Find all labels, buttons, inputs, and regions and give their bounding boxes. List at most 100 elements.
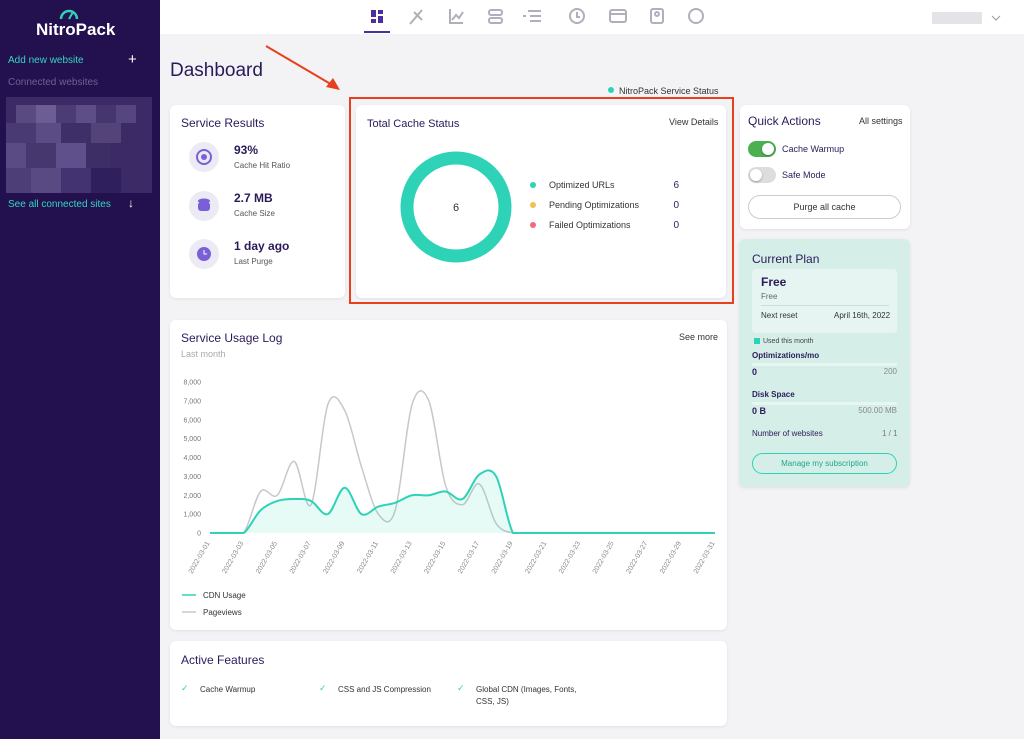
card-title: Current Plan bbox=[752, 252, 820, 266]
y-tick-label: 8,000 bbox=[183, 380, 201, 387]
y-tick-label: 7,000 bbox=[183, 398, 201, 405]
legend-value: 0 bbox=[673, 220, 679, 231]
legend-swatch bbox=[754, 338, 760, 344]
x-tick-label: 2022-03-11 bbox=[356, 540, 380, 574]
plan-sub: Free bbox=[761, 292, 778, 301]
legend-value: 6 bbox=[673, 180, 679, 191]
toggle[interactable] bbox=[748, 167, 776, 183]
x-tick-label: 2022-03-23 bbox=[558, 540, 582, 575]
x-tick-label: 2022-03-13 bbox=[390, 540, 414, 575]
toggle-label: Safe Mode bbox=[782, 170, 826, 180]
usage-log-card: Service Usage Log Last month See more 0 1… bbox=[170, 320, 727, 630]
connected-label: Connected websites bbox=[8, 77, 99, 88]
see-more[interactable]: See more bbox=[679, 332, 719, 342]
sidebar: NitroPack Add new website + Connected we… bbox=[0, 0, 160, 739]
legend-dot bbox=[530, 222, 536, 228]
x-tick-label: 2022-03-17 bbox=[457, 540, 481, 575]
nav-active-underline bbox=[364, 31, 390, 33]
donut-segment bbox=[400, 151, 512, 263]
x-tick-label: 2022-03-01 bbox=[188, 540, 212, 575]
result-value: 93% bbox=[234, 143, 259, 157]
nav-icons bbox=[364, 8, 1001, 33]
line-chart: 0 1,000 2,000 3,000 4,000 5,000 6,000 7,000 8,00… bbox=[182, 380, 717, 617]
result-value: 2.7 MB bbox=[234, 191, 273, 205]
view-details[interactable]: View Details bbox=[669, 117, 719, 127]
next-reset-label: Next reset bbox=[761, 311, 798, 320]
cache-status-card: Total Cache Status View Details Optimize… bbox=[356, 105, 726, 298]
status-dot bbox=[608, 87, 614, 93]
x-tick-label: 2022-03-09 bbox=[322, 540, 346, 575]
usage-track bbox=[752, 402, 897, 405]
legend-dot bbox=[530, 202, 536, 208]
usage-limit: 200 bbox=[883, 367, 897, 376]
blurred-user[interactable] bbox=[932, 12, 982, 24]
current-plan-card: Current Plan Free Free Next reset April … bbox=[739, 239, 910, 487]
page-title: Dashboard bbox=[170, 60, 263, 81]
card-title: Service Usage Log bbox=[181, 331, 283, 345]
blurred-sites bbox=[6, 97, 152, 193]
donut-chart: Optimized URLs 6 Pending Optimizations 0 Fai… bbox=[400, 151, 679, 263]
series-line bbox=[210, 469, 715, 534]
usage-limit: 500.00 MB bbox=[858, 406, 897, 415]
plan-name: Free bbox=[761, 275, 787, 289]
user-caret[interactable] bbox=[991, 15, 1001, 21]
purge-button[interactable]: Purge all cache bbox=[748, 195, 901, 219]
legend-label: Pending Optimizations bbox=[549, 200, 640, 210]
top-nav bbox=[160, 0, 1024, 34]
next-reset: April 16th, 2022 bbox=[834, 311, 891, 320]
x-tick-label: 2022-03-29 bbox=[659, 540, 683, 575]
usage-label: Optimizations/mo bbox=[752, 351, 820, 360]
legend-label: Failed Optimizations bbox=[549, 220, 631, 230]
x-tick-label: 2022-03-25 bbox=[592, 540, 616, 575]
card-title: Service Results bbox=[181, 116, 265, 130]
x-tick-label: 2022-03-19 bbox=[491, 540, 515, 575]
plan-box: Free Free Next reset April 16th, 2022 bbox=[752, 269, 897, 333]
result-label: Cache Size bbox=[234, 209, 275, 218]
card-title: Total Cache Status bbox=[367, 118, 460, 130]
logo[interactable]: NitroPack bbox=[36, 20, 116, 39]
toggle[interactable] bbox=[748, 141, 776, 157]
add-icon[interactable]: + bbox=[128, 51, 137, 68]
result-label: Last Purge bbox=[234, 257, 273, 266]
x-tick-label: 2022-03-03 bbox=[221, 540, 245, 575]
check-icon: ✓ bbox=[319, 683, 327, 693]
x-tick-label: 2022-03-15 bbox=[423, 540, 447, 575]
check-icon: ✓ bbox=[457, 683, 465, 693]
service-status[interactable]: NitroPack Service Status bbox=[619, 86, 719, 96]
down-arrow: ↓ bbox=[128, 196, 134, 210]
websites-label: Number of websites bbox=[752, 429, 823, 438]
legend-dot bbox=[530, 182, 536, 188]
add-website[interactable]: Add new website bbox=[8, 55, 84, 66]
websites-count: 1 / 1 bbox=[882, 429, 898, 438]
x-tick-label: 2022-03-21 bbox=[524, 540, 548, 575]
active-features-card: Active Features ✓ Cache Warmup ✓ CSS and JS… bbox=[170, 641, 727, 726]
feature-label: Global CDN (Images, Fonts, CSS, JS) bbox=[476, 685, 577, 706]
quick-actions-card: Quick Actions All settings Purge all cac… bbox=[740, 105, 910, 229]
service-results-card: Service Results 93% Cache Hit Ratio 2.7 MB… bbox=[170, 105, 345, 298]
result-label: Cache Hit Ratio bbox=[234, 161, 291, 170]
manage-subscription[interactable]: Manage my subscription bbox=[752, 453, 897, 474]
x-tick-label: 2022-03-31 bbox=[693, 540, 717, 575]
usage-label: Disk Space bbox=[752, 390, 795, 399]
toggle-label: Cache Warmup bbox=[782, 144, 845, 154]
legend-label: Used this month bbox=[763, 338, 814, 345]
usage-track bbox=[752, 363, 897, 366]
usage-used: 0 bbox=[752, 367, 758, 377]
y-tick-label: 2,000 bbox=[183, 493, 201, 500]
divider bbox=[761, 305, 889, 306]
nav-dashboard[interactable] bbox=[371, 10, 383, 23]
usage-used: 0 B bbox=[752, 406, 767, 416]
annotation-arrow bbox=[265, 45, 340, 90]
x-tick-label: 2022-03-05 bbox=[255, 540, 279, 575]
y-tick-label: 1,000 bbox=[183, 512, 201, 519]
donut-total: 6 bbox=[453, 202, 459, 214]
y-tick-label: 4,000 bbox=[183, 455, 201, 462]
result-icons bbox=[189, 142, 219, 269]
nav-other[interactable] bbox=[409, 8, 704, 25]
see-all-sites[interactable]: See all connected sites bbox=[8, 199, 111, 210]
y-tick-label: 3,000 bbox=[183, 474, 201, 481]
all-settings[interactable]: All settings bbox=[859, 116, 903, 126]
feature-label: CSS and JS Compression bbox=[338, 685, 431, 694]
feature-label: Cache Warmup bbox=[200, 685, 256, 694]
